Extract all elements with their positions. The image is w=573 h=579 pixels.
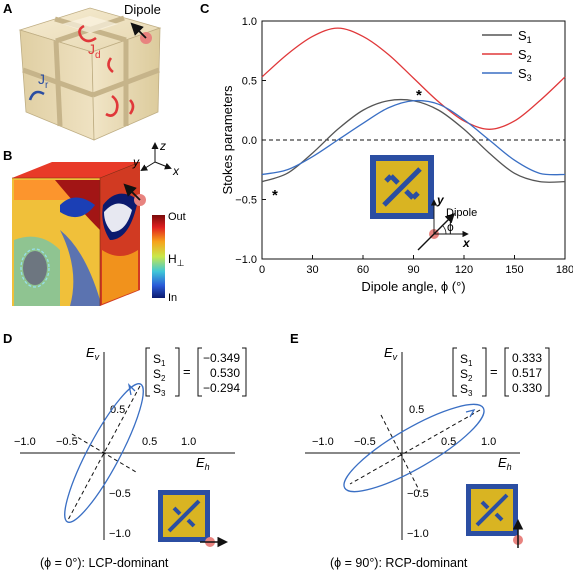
axis-z: z [159, 139, 166, 153]
stokes-value-e-1: 0.333 [512, 351, 542, 365]
colorbar-out: Out [168, 211, 186, 223]
tick-x-e-0: −1.0 [312, 436, 334, 448]
y-tick-label: 0.5 [242, 76, 257, 88]
y-tick-label: 0.0 [242, 135, 257, 147]
panel-b: B [3, 139, 186, 306]
panel-letter-a: A [3, 1, 13, 16]
inset-pixel-e [466, 484, 524, 548]
caption-e: (ϕ = 90°): RCP-dominant [330, 556, 468, 570]
y-tick-label: 1.0 [242, 16, 257, 28]
inset-pixel-c: y x Dipole ϕ [370, 155, 477, 251]
axis-y: y [132, 155, 140, 169]
legend-label-s3: S3 [518, 66, 532, 83]
jd-label: Jd [88, 41, 101, 61]
stokes-name-d-2: S2 [153, 367, 166, 383]
inset-y: y [436, 193, 445, 207]
tick-x-e-1: −0.5 [354, 436, 376, 448]
x-tick-label: 0 [259, 264, 265, 276]
panel-letter-b: B [3, 148, 12, 163]
panel-a: A [3, 1, 162, 141]
series-line-s3 [261, 99, 566, 176]
x-tick-label: 150 [505, 264, 523, 276]
tick-y-e-1: −0.5 [407, 488, 429, 500]
tick-x-d-0: −1.0 [14, 436, 36, 448]
stokes-value-d-2: 0.530 [210, 366, 240, 380]
metacube-illustration [18, 7, 162, 141]
stokes-value-d-1: −0.349 [203, 351, 240, 365]
colorbar-h: H⊥ [168, 252, 185, 268]
panel-letter-e: E [290, 331, 299, 346]
stokes-name-e-3: S3 [460, 382, 473, 398]
inset-phi: ϕ [447, 220, 454, 234]
tick-x-e-3: 1.0 [481, 436, 496, 448]
tick-x-e-2: 0.5 [441, 436, 456, 448]
axis-x: x [172, 164, 180, 178]
panel-c: C 0 30 60 90 120 150 180 −1.0 −0.5 0.0 0.5 1.0 Dipol… [200, 1, 573, 294]
legend-label-s2: S2 [518, 47, 532, 64]
ev-label-d: Ev [86, 345, 100, 362]
stokes-name-e-2: S2 [460, 367, 473, 383]
ev-label-e: Ev [384, 345, 398, 362]
stokes-matrix-d: S1 S2 S3 = −0.349 0.530 −0.294 [145, 347, 247, 398]
y-tick-label: −1.0 [235, 254, 257, 266]
panel-d: D Ev Eh −1.0 −0.5 0.5 1.0 0.5 −0.5 −1.0 … [3, 331, 247, 570]
panel-e: E Ev Eh −1.0 −0.5 0.5 1.0 0.5 −0.5 −1.0 … [290, 331, 550, 570]
tick-y-d-2: −1.0 [109, 528, 131, 540]
stokes-chart: 0 30 60 90 120 150 180 −1.0 −0.5 0.0 0.5 1.0 Dipole … [220, 16, 573, 294]
x-tick-label: 60 [357, 264, 369, 276]
panel-letter-d: D [3, 331, 12, 346]
stokes-name-d-1: S1 [153, 352, 166, 368]
axes-triad: z y x [132, 139, 180, 178]
colorbar-in: In [168, 292, 177, 304]
eh-label-e: Eh [498, 455, 512, 472]
star-marker-90: * [416, 87, 422, 104]
stokes-value-d-3: −0.294 [203, 381, 240, 395]
dipole-arrow [130, 22, 147, 39]
inset-x: x [462, 236, 471, 250]
star-marker-0: * [272, 187, 278, 204]
x-tick-label: 30 [306, 264, 318, 276]
inset-dipole: Dipole [446, 207, 477, 219]
jr-label: Jr [38, 71, 49, 91]
tick-y-d-1: −0.5 [109, 488, 131, 500]
tick-x-d-3: 1.0 [181, 436, 196, 448]
stokes-name-d-3: S3 [153, 382, 166, 398]
eh-label-d: Eh [196, 455, 210, 472]
series-line-s2 [261, 27, 566, 130]
inset-pixel-d [158, 490, 228, 548]
polarization-ellipse-d [64, 383, 144, 523]
tick-x-d-1: −0.5 [56, 436, 78, 448]
stokes-value-e-2: 0.517 [512, 366, 542, 380]
legend-label-s1: S1 [518, 28, 532, 45]
tick-x-d-2: 0.5 [142, 436, 157, 448]
y-axis-label: Stokes parameters [220, 85, 235, 195]
x-axis-label: Dipole angle, ϕ (°) [361, 279, 465, 294]
x-tick-label: 120 [455, 264, 473, 276]
x-tick-label: 90 [407, 264, 419, 276]
y-tick-label: −0.5 [235, 195, 257, 207]
stokes-matrix-e: S1 S2 S3 = 0.333 0.517 0.330 [452, 347, 550, 398]
caption-d: (ϕ = 0°): LCP-dominant [40, 556, 169, 570]
equals-d: = [183, 364, 191, 379]
colorbar [152, 215, 165, 298]
stokes-name-e-1: S1 [460, 352, 473, 368]
polarization-ellipse-e [343, 403, 485, 493]
x-tick-label: 180 [556, 264, 573, 276]
equals-e: = [490, 364, 498, 379]
tick-y-d-0: 0.5 [110, 404, 125, 416]
tick-y-e-0: 0.5 [409, 404, 424, 416]
stokes-value-e-3: 0.330 [512, 381, 542, 395]
tick-y-e-2: −1.0 [407, 528, 429, 540]
panel-letter-c: C [200, 1, 210, 16]
field-map-cube [12, 161, 146, 306]
dipole-label-a: Dipole [124, 2, 161, 17]
